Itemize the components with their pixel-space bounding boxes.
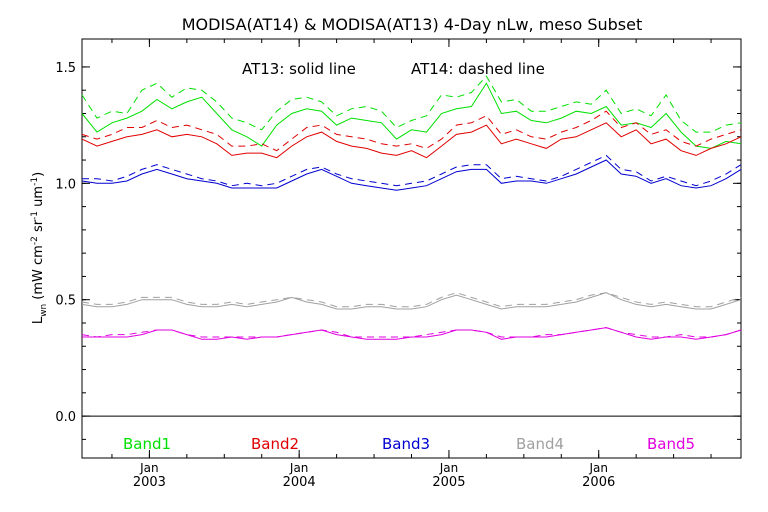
y-axis-label: Lwn (mW cm-2 sr-1 um-1) [30, 172, 49, 324]
series-band1-at14-dashed [81, 75, 742, 133]
legend-item-band1: Band1 [123, 435, 171, 453]
x-tick-year: 2005 [432, 475, 465, 490]
x-tick-year: 2006 [582, 475, 615, 490]
x-tick-year: 2003 [133, 475, 166, 490]
x-tick-month: Jan [289, 461, 309, 475]
series-band5-at14-dashed [81, 327, 742, 338]
plot-area: 0.00.51.01.5 Jan2003Jan2004Jan2005Jan200… [55, 38, 742, 490]
y-axis-label-sub: wn [39, 304, 49, 317]
series-band2-at14-dashed [81, 110, 742, 152]
y-tick-label: 1.5 [55, 61, 76, 76]
y-axis-label-units-4: ) [31, 172, 46, 177]
y-tick-label: 0.0 [55, 410, 76, 425]
annotation-dashed: AT14: dashed line [411, 60, 545, 78]
series-band2-at13-solid [81, 122, 742, 159]
y-tick-label: 0.5 [55, 294, 76, 309]
series-band3-at14-dashed [82, 154, 742, 187]
legend-item-band4: Band4 [516, 435, 564, 453]
x-tick-month: Jan [439, 461, 459, 475]
chart-title: MODISA(AT14) & MODISA(AT13) 4-Day nLw, m… [182, 15, 643, 34]
series-band1-at13-solid [81, 82, 742, 149]
plot-frame [81, 38, 742, 459]
series-band5-at13-solid [82, 327, 742, 340]
series-band4-at13-solid [81, 292, 742, 310]
y-axis-label-units-2: sr [31, 219, 46, 236]
y-axis-label-units-3: um [31, 186, 46, 211]
series-band3-at13-solid [81, 159, 742, 191]
annotation-solid: AT13: solid line [242, 60, 356, 78]
x-tick-month: Jan [588, 461, 608, 475]
legend-item-band2: Band2 [251, 435, 299, 453]
y-axis-label-sup-1: -2 [30, 236, 40, 245]
legend-item-band5: Band5 [647, 435, 695, 453]
y-axis-label-sup-3: -1 [30, 177, 40, 186]
series-lines [81, 75, 742, 340]
x-tick-month: Jan [139, 461, 159, 475]
x-tick-year: 2004 [283, 475, 316, 490]
y-axis-label-main: L [31, 316, 46, 324]
y-tick-label: 1.0 [55, 177, 76, 192]
y-axis: 0.0 0.5 1.0 1.5 [55, 61, 741, 440]
y-axis-label-sup-2: -1 [30, 211, 40, 220]
legend-item-band3: Band3 [382, 435, 430, 453]
series-band4-at14-dashed [81, 292, 742, 308]
y-axis-label-units-1: (mW cm [31, 245, 46, 304]
legend: Band1 Band2 Band3 Band4 Band5 [123, 435, 695, 453]
